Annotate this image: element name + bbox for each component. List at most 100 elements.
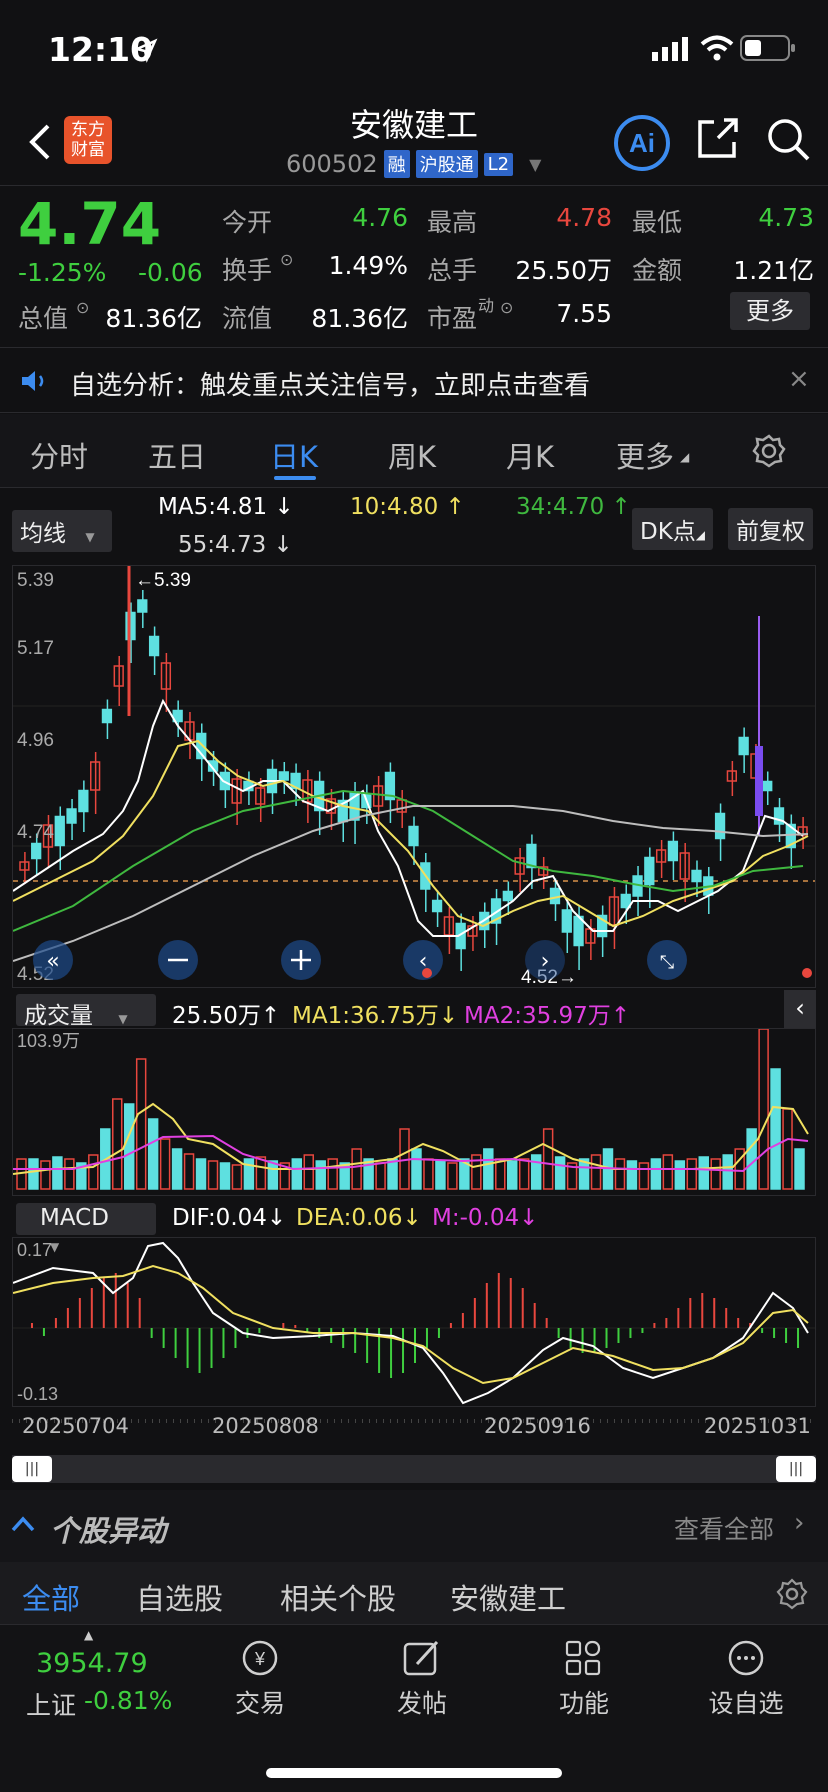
macd-bar — [665, 1318, 668, 1328]
add-watchlist-button[interactable]: 设自选 — [696, 1638, 796, 1720]
back-icon[interactable] — [26, 122, 54, 162]
range-handle-left[interactable]: ||| — [12, 1456, 52, 1482]
candle — [31, 842, 42, 860]
tab-five-day[interactable]: 五日 — [148, 440, 207, 474]
candle — [785, 823, 796, 849]
volume-bar — [746, 1128, 757, 1190]
candle — [78, 789, 89, 813]
tab-daily-k[interactable]: 日K — [270, 440, 319, 474]
macd-bar — [521, 1288, 524, 1328]
macd-bar — [533, 1303, 536, 1328]
ma10-value: 10:4.80 ↑ — [350, 494, 465, 520]
close-icon[interactable]: × — [788, 364, 810, 394]
max-price-mark: ←5.39 — [135, 570, 191, 591]
view-all-link[interactable]: 查看全部 — [674, 1515, 775, 1544]
tab-monthly-k[interactable]: 月K — [506, 440, 555, 474]
scroll-left-button[interactable]: « — [33, 940, 73, 980]
battery-icon — [740, 35, 795, 61]
post-button[interactable]: 发帖 — [372, 1638, 472, 1720]
info-icon[interactable]: ⊙ — [280, 250, 294, 269]
index-value[interactable]: 3954.79 — [36, 1648, 148, 1679]
kline-panel[interactable]: 5.39 5.17 4.96 4.74 4.52 ←5.39 4.52→ « ‹… — [12, 565, 816, 988]
trade-button[interactable]: ¥ 交易 — [210, 1638, 310, 1720]
volume-select[interactable]: 成交量 ▼ — [16, 994, 156, 1029]
ai-icon[interactable]: Ai — [612, 113, 672, 173]
filter-tab-watchlist[interactable]: 自选股 — [136, 1582, 224, 1616]
fullscreen-button[interactable]: ⤡ — [647, 940, 687, 980]
indicator-select[interactable]: 均线 ▼ — [12, 510, 112, 552]
tab-more[interactable]: 更多 — [616, 440, 675, 474]
notice-bar[interactable]: 自选分析：触发重点关注信号，立即点击查看 × — [0, 347, 828, 413]
volume-bar — [112, 1098, 123, 1190]
volume-bar — [387, 1158, 398, 1190]
tab-weekly-k[interactable]: 周K — [388, 440, 437, 474]
volume-bar — [554, 1156, 566, 1190]
candle — [667, 840, 679, 862]
expand-up-icon[interactable]: ▲ — [84, 1628, 94, 1642]
speaker-icon — [22, 371, 44, 391]
vol-y-max: 103.9万 — [17, 1031, 80, 1051]
tab-intraday[interactable]: 分时 — [30, 440, 89, 474]
vol-ma1: MA1:36.75万↓ — [292, 1003, 459, 1029]
dropdown-icon: ▼ — [529, 154, 542, 174]
svg-text:‹: ‹ — [419, 949, 428, 974]
range-scrollbar[interactable] — [12, 1455, 816, 1483]
location-icon — [133, 38, 158, 63]
info-icon[interactable]: ⊙ — [76, 298, 90, 317]
trade-label: 交易 — [234, 1689, 285, 1718]
volume-bar — [435, 1160, 446, 1190]
candle — [502, 890, 513, 902]
stock-code-row[interactable]: 600502 融 沪股通 L2 ▼ — [286, 150, 541, 178]
filter-tab-all[interactable]: 全部 — [22, 1582, 81, 1616]
collapse-panel-button[interactable]: ‹ — [784, 990, 816, 1028]
prev-button[interactable]: ‹ — [403, 940, 443, 980]
status-bar: 12:10 — [0, 0, 828, 100]
zoom-out-button[interactable] — [158, 940, 198, 980]
movers-title: 个股异动 — [50, 1514, 167, 1548]
macd-bar — [78, 1298, 81, 1328]
macd-bar — [138, 1298, 141, 1328]
functions-button[interactable]: 功能 — [534, 1638, 634, 1720]
svg-text:Ai: Ai — [629, 128, 655, 158]
volume-bar — [255, 1156, 267, 1190]
candle — [620, 893, 631, 909]
filter-tab-stock[interactable]: 安徽建工 — [450, 1582, 567, 1616]
info-icon[interactable]: ⊙ — [500, 298, 514, 317]
range-handle-right[interactable]: ||| — [776, 1456, 816, 1482]
settings-icon[interactable] — [752, 434, 786, 468]
turnover-value: 1.49% — [328, 251, 408, 280]
adjust-button[interactable]: 前复权 — [728, 508, 813, 550]
total-cap-value: 81.36亿 — [105, 304, 202, 333]
collapse-icon — [11, 1516, 35, 1532]
svg-text:⤡: ⤡ — [660, 952, 674, 973]
filter-tab-related[interactable]: 相关个股 — [280, 1582, 397, 1616]
next-button[interactable]: › — [525, 940, 565, 980]
zoom-in-button[interactable] — [281, 940, 321, 980]
index-name: 上证 — [26, 1691, 77, 1720]
volume-bar — [159, 1138, 171, 1190]
volume-bar — [183, 1153, 195, 1190]
dk-point-button[interactable]: DK点◢ — [632, 508, 714, 550]
macd-dif-text: DIF:0.04 — [172, 1205, 267, 1231]
volume-label: 总手 — [427, 256, 478, 285]
search-icon[interactable] — [765, 116, 811, 162]
dropdown-icon: ▼ — [118, 1012, 128, 1026]
macd-m: M:-0.04↓ — [432, 1205, 539, 1231]
macd-bar — [701, 1293, 704, 1328]
date-ticks — [12, 1410, 816, 1423]
candle — [773, 807, 785, 825]
event-dot[interactable] — [422, 968, 432, 978]
event-dot[interactable] — [802, 968, 812, 978]
volume-bar — [770, 1068, 781, 1190]
macd-select[interactable]: MACD ▼ — [16, 1203, 156, 1254]
settings-icon[interactable] — [776, 1578, 808, 1610]
share-icon[interactable] — [696, 116, 740, 160]
macd-bar — [390, 1328, 393, 1378]
candle — [172, 709, 183, 723]
volume-bar — [28, 1158, 39, 1190]
signal-icon — [652, 37, 688, 61]
volume-bar — [794, 1148, 805, 1190]
more-button[interactable]: 更多 — [730, 292, 810, 330]
macd-bar — [114, 1273, 117, 1328]
movers-header[interactable]: 个股异动 查看全部 › — [0, 1490, 828, 1562]
